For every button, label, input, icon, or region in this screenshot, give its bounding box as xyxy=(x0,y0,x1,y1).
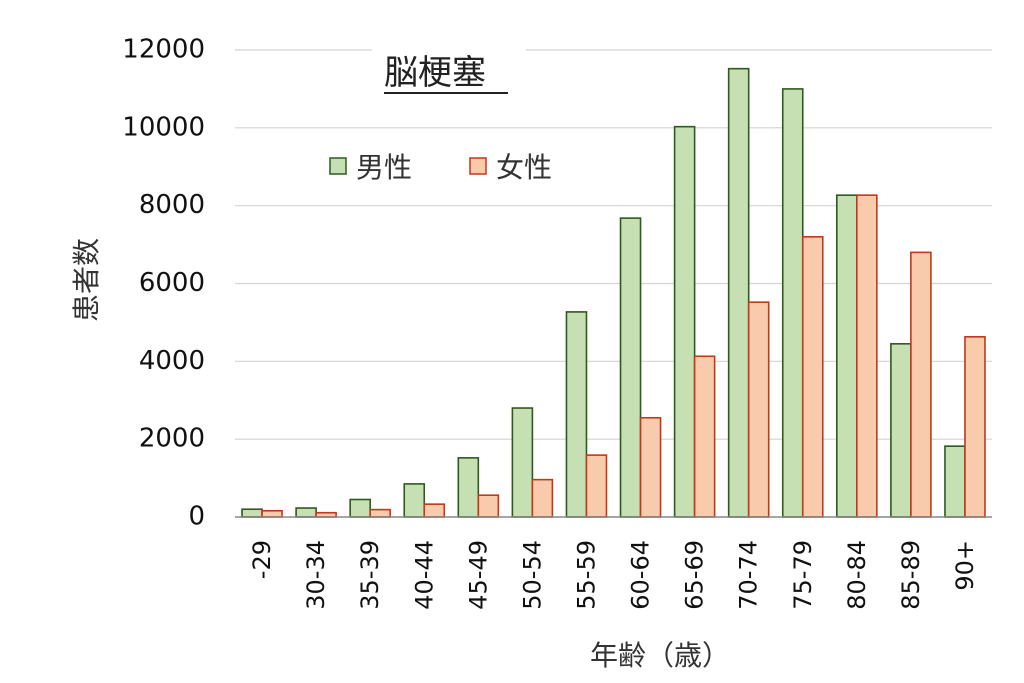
bar-female-8 xyxy=(693,355,716,518)
bar-male-13 xyxy=(944,445,966,518)
bar-female-13 xyxy=(964,336,986,518)
y-tick-label: 4000 xyxy=(139,346,205,376)
bar-female-12 xyxy=(910,251,932,518)
bar-male-10 xyxy=(781,88,804,518)
y-tick-label: 2000 xyxy=(139,424,205,454)
bar-male-7 xyxy=(619,217,642,518)
bar-female-9 xyxy=(747,301,770,518)
x-tick-label: 70-74 xyxy=(735,540,763,610)
bar-male-9 xyxy=(727,67,750,518)
bar-female-6 xyxy=(585,454,608,518)
bar-female-7 xyxy=(639,416,662,518)
y-tick-label: 10000 xyxy=(122,112,205,142)
y-axis-label: 患者数 xyxy=(70,238,103,322)
bar-male-5 xyxy=(511,407,534,518)
legend-swatch-male xyxy=(329,157,347,175)
legend-label-male: 男性 xyxy=(356,151,412,184)
chart-title-group: 脳梗塞 xyxy=(372,40,526,106)
x-tick-label: 65-69 xyxy=(681,540,709,610)
bar-male-11 xyxy=(836,194,858,518)
bar-male-12 xyxy=(890,343,912,518)
x-tick-label: 75-79 xyxy=(789,540,817,610)
bar-female-4 xyxy=(477,494,500,518)
legend-swatch-female xyxy=(469,157,487,175)
bar-male-6 xyxy=(565,311,588,518)
bar-female-5 xyxy=(531,478,554,518)
bar-female-11 xyxy=(856,194,878,518)
x-tick-label: 40-44 xyxy=(410,540,438,610)
bar-male-0 xyxy=(241,508,263,518)
x-tick-label: 80-84 xyxy=(843,540,871,610)
x-tick-label: 45-49 xyxy=(464,540,492,610)
x-tick-label: 30-34 xyxy=(302,540,330,610)
legend: 男性 女性 xyxy=(322,142,592,194)
x-tick-label: -29 xyxy=(248,540,276,579)
y-axis-ticks: 0 2000 4000 6000 8000 10000 12000 xyxy=(122,35,205,532)
bar-male-1 xyxy=(295,507,317,518)
x-tick-label: 90+ xyxy=(951,540,979,591)
bar-male-8 xyxy=(673,125,696,518)
y-tick-label: 12000 xyxy=(122,35,205,65)
legend-label-female: 女性 xyxy=(496,151,552,184)
gridlines xyxy=(235,49,992,440)
x-tick-label: 85-89 xyxy=(897,540,925,610)
bar-female-10 xyxy=(801,236,824,518)
x-tick-label: 35-39 xyxy=(356,540,384,610)
x-axis-ticks: -29 30-34 35-39 40-44 45-49 50-54 55-59 60-64 65… xyxy=(248,540,979,610)
y-tick-label: 0 xyxy=(188,502,205,532)
bar-female-2 xyxy=(369,508,391,518)
bar-male-2 xyxy=(349,498,371,518)
bar-female-0 xyxy=(261,509,283,518)
chart-title: 脳梗塞 xyxy=(384,53,486,93)
bars xyxy=(241,67,986,518)
bar-male-3 xyxy=(403,483,426,518)
x-tick-label: 50-54 xyxy=(518,540,546,610)
y-tick-label: 6000 xyxy=(139,268,205,298)
bar-female-3 xyxy=(423,503,446,518)
x-tick-label: 55-59 xyxy=(572,540,600,610)
x-tick-label: 60-64 xyxy=(627,540,655,610)
bar-male-4 xyxy=(457,457,480,518)
x-axis-label: 年齢（歳） xyxy=(590,639,730,672)
y-tick-label: 8000 xyxy=(139,190,205,220)
